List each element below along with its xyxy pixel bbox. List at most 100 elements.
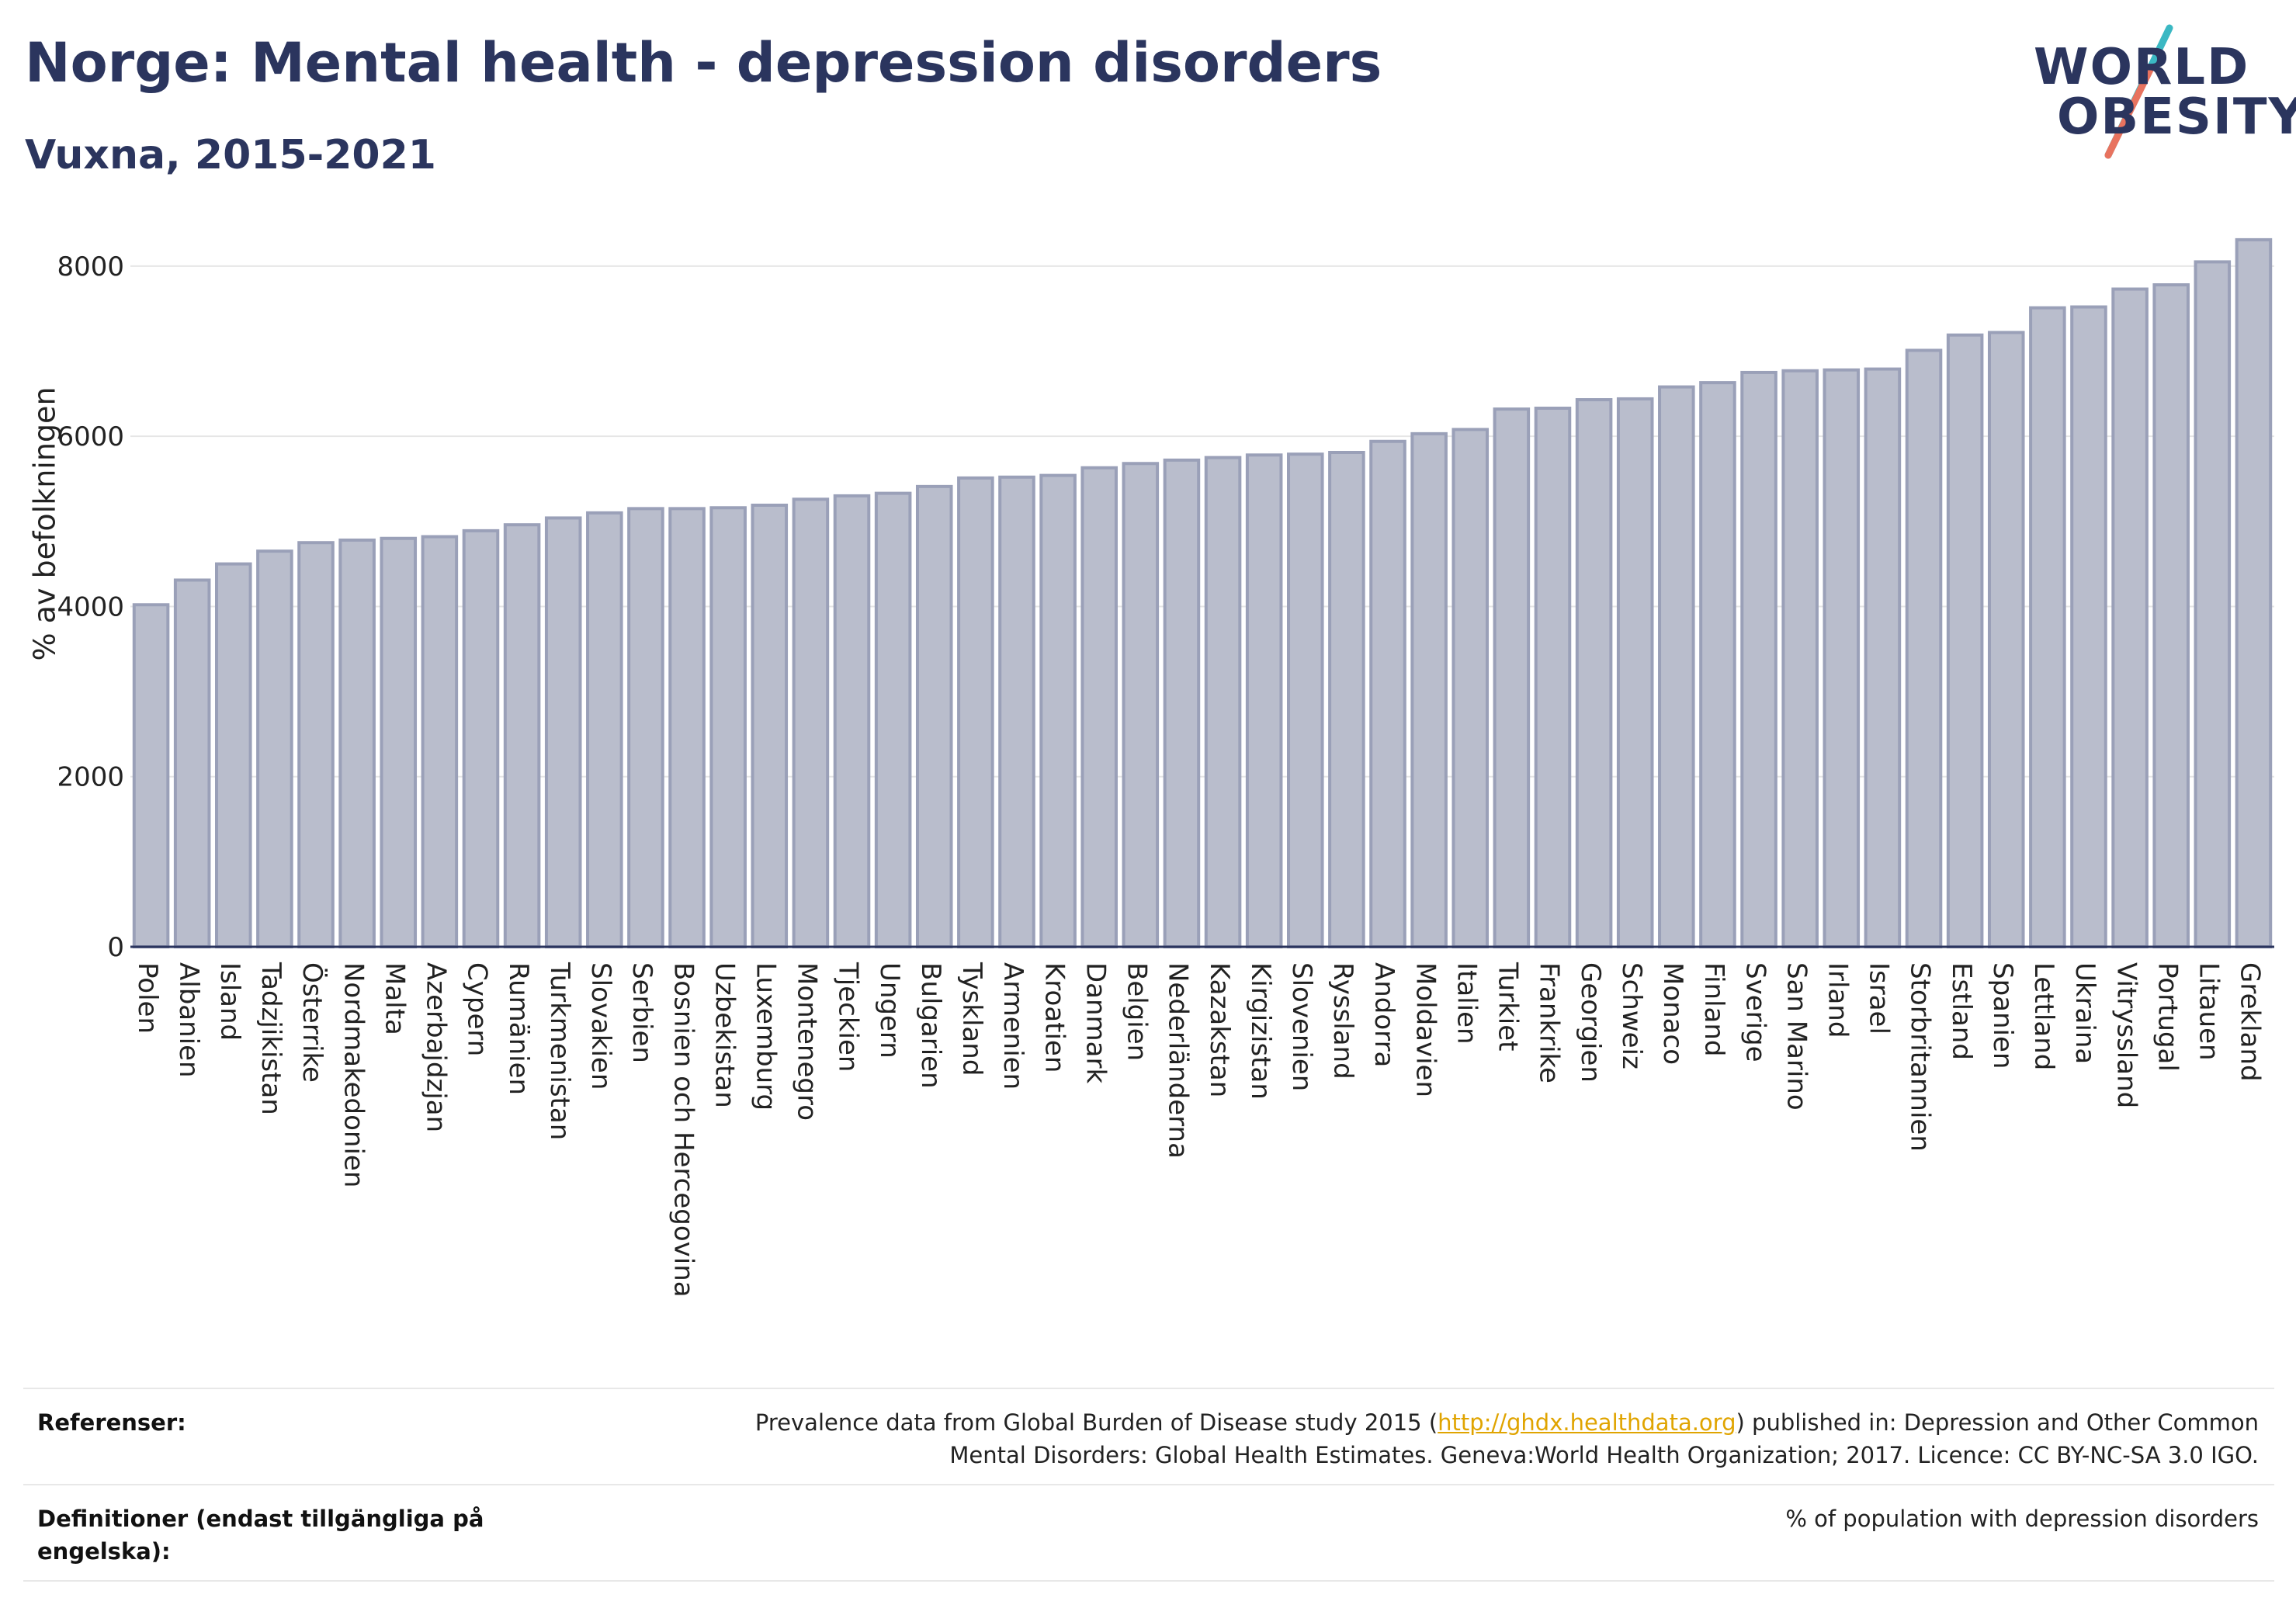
x-tick-label: Montenegro: [792, 962, 823, 1121]
bar: [1699, 381, 1736, 949]
x-tick-label: Storbritannien: [1905, 962, 1936, 1152]
page-subtitle: Vuxna, 2015-2021: [25, 132, 436, 178]
bar: [751, 503, 789, 948]
bar: [2235, 237, 2273, 948]
x-tick-label: Bosnien och Hercegovina: [668, 962, 699, 1298]
bar: [2111, 287, 2149, 949]
x-tick-label: Nederländerna: [1163, 962, 1194, 1159]
x-tick-label: Finland: [1698, 962, 1729, 1057]
x-tick-label: Portugal: [2152, 962, 2183, 1072]
x-tick-label: Kazakstan: [1204, 962, 1235, 1097]
x-tick-label: San Marino: [1781, 962, 1812, 1111]
bar-chart: 0 2000 4000 6000 8000 Polen Albanien Island Tad…: [28, 237, 2274, 1298]
bar: [544, 516, 582, 948]
bar: [874, 491, 912, 948]
x-tick-label: Tjeckien: [833, 962, 864, 1072]
world-obesity-logo: WORLD OBESITY: [2018, 23, 2296, 163]
x-tick-label: Uzbekistan: [709, 962, 740, 1108]
definitions-label-line2: engelska):: [37, 1538, 171, 1565]
x-tick-label: Tadzjikistan: [255, 962, 286, 1115]
y-axis-ticks: 0 2000 4000 6000 8000: [57, 251, 124, 963]
references-line2: Mental Disorders: Global Health Estimate…: [949, 1442, 2259, 1468]
x-tick-label: Israel: [1864, 962, 1895, 1035]
x-tick-label: Spanien: [1987, 962, 2018, 1069]
bar: [957, 476, 994, 949]
x-tick-label: Schweiz: [1616, 962, 1647, 1069]
x-tick-label: Italien: [1451, 962, 1482, 1045]
x-tick-label: Serbien: [626, 962, 657, 1063]
bar: [1781, 369, 1819, 948]
x-tick-label: Ryssland: [1327, 962, 1358, 1080]
bar: [173, 578, 211, 948]
bar: [1204, 456, 1242, 948]
y-tick-label: 2000: [57, 762, 124, 793]
bar: [1740, 370, 1777, 948]
x-tick-label: Slovenien: [1286, 962, 1317, 1091]
x-tick-label: Österrike: [297, 962, 328, 1083]
x-tick-label: Tyskland: [956, 962, 987, 1076]
x-tick-label: Irland: [1823, 962, 1854, 1038]
bar: [1163, 458, 1201, 948]
x-tick-label: Island: [214, 962, 245, 1041]
x-tick-label: Frankrike: [1534, 962, 1565, 1083]
x-tick-label: Ungern: [874, 962, 905, 1059]
bar: [1616, 397, 1654, 948]
x-tick-label: Cypern: [462, 962, 493, 1056]
bar: [1575, 398, 1613, 948]
bar: [833, 494, 871, 948]
x-tick-label: Polen: [132, 962, 163, 1034]
x-tick-label: Nordmakedonien: [338, 962, 369, 1187]
bar: [1493, 407, 1531, 948]
bar: [1823, 368, 1861, 949]
bar: [1534, 406, 1572, 948]
bar: [1864, 367, 1902, 949]
bar: [2152, 283, 2190, 949]
bar: [338, 538, 376, 948]
bar: [1451, 428, 1490, 948]
bar: [1287, 452, 1324, 949]
bar: [1946, 333, 1984, 948]
bar: [1328, 451, 1365, 948]
x-tick-label: Azerbajdzjan: [421, 962, 452, 1132]
bar: [1080, 466, 1118, 949]
bar: [586, 511, 623, 948]
x-tick-label: Lettland: [2028, 962, 2059, 1070]
x-tick-label: Turkiet: [1493, 962, 1524, 1052]
references-post: ) published in: Depression and Other Com…: [1736, 1409, 2260, 1436]
x-tick-label: Belgien: [1122, 962, 1153, 1061]
bar: [668, 507, 706, 948]
bar: [297, 541, 335, 948]
bar: [215, 562, 252, 948]
bar: [256, 549, 293, 948]
x-tick-label: Bulgarien: [915, 962, 946, 1089]
references-pre: Prevalence data from Global Burden of Di…: [754, 1409, 1438, 1436]
bar: [2194, 260, 2232, 948]
chart-bars: [132, 237, 2273, 949]
bar: [1369, 439, 1406, 948]
x-tick-label: Rumänien: [503, 962, 534, 1095]
bar: [380, 536, 418, 949]
x-tick-label: Litauen: [2194, 962, 2225, 1061]
bar: [627, 507, 664, 948]
x-tick-label: Kroatien: [1039, 962, 1070, 1073]
x-tick-label: Vitryssland: [2110, 962, 2142, 1108]
x-tick-label: Monaco: [1657, 962, 1688, 1065]
references-link[interactable]: http://ghdx.healthdata.org: [1438, 1409, 1736, 1436]
y-tick-label: 4000: [57, 591, 124, 622]
y-tick-label: 0: [107, 932, 124, 963]
x-tick-label: Slovakien: [585, 962, 616, 1090]
x-tick-label: Georgien: [1575, 962, 1606, 1083]
bar: [1245, 453, 1283, 948]
bar: [132, 603, 170, 948]
page-title: Norge: Mental health - depression disord…: [25, 31, 1382, 95]
x-tick-label: Armenien: [997, 962, 1028, 1090]
definitions-text: % of population with depression disorder…: [1785, 1506, 2259, 1532]
bar: [1039, 473, 1077, 948]
x-tick-label: Moldavien: [1410, 962, 1441, 1097]
y-axis-label: % av befolkningen: [28, 386, 62, 660]
references-text: Prevalence data from Global Burden of Di…: [755, 1406, 2259, 1471]
x-tick-label: Grekland: [2235, 962, 2266, 1082]
bar: [1122, 462, 1160, 949]
bar: [915, 484, 953, 948]
bar: [1987, 331, 2025, 948]
